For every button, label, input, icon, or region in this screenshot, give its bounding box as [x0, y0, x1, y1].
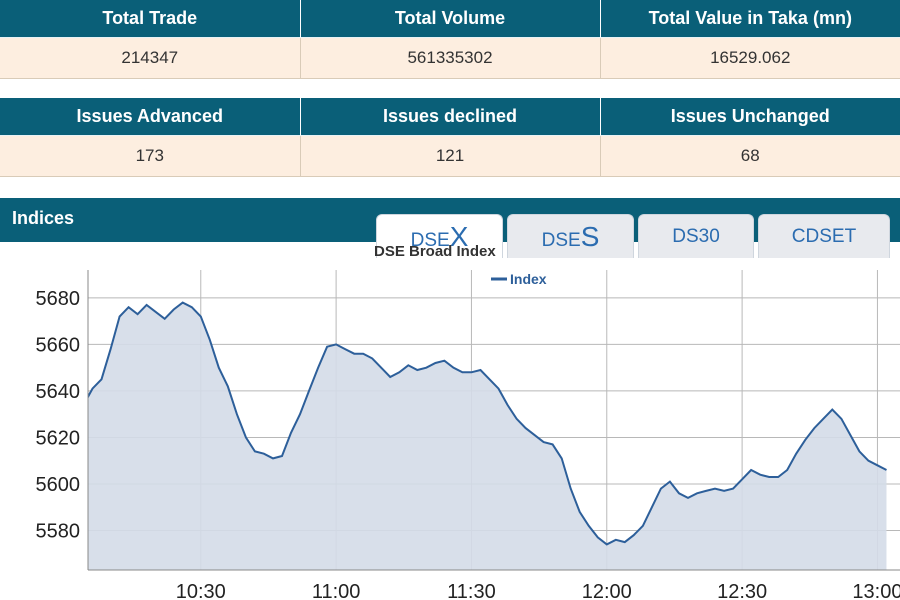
index-series-line: [88, 301, 887, 546]
tab-ds30-label: DS30: [672, 226, 720, 247]
y-tick-label: 5620: [36, 427, 81, 449]
tab-cdset-label: CDSET: [791, 226, 857, 247]
x-tick-label: 12:30: [717, 581, 767, 600]
chart-marks: [88, 301, 887, 570]
x-tick-label: 13:00: [852, 581, 900, 600]
issues-advanced-value: 173: [0, 135, 301, 177]
y-tick-label: 5580: [36, 520, 81, 542]
trade-summary-table: Total Trade Total Volume Total Value in …: [0, 0, 900, 79]
issues-declined-header: Issues declined: [300, 98, 601, 136]
tab-dsex-suffix: X: [449, 221, 469, 252]
y-tick-label: 5640: [36, 381, 81, 403]
indices-title: Indices: [12, 208, 75, 228]
index-area: [88, 302, 887, 570]
x-tick-label: 11:00: [312, 581, 361, 600]
issues-unchanged-header: Issues Unchanged: [600, 98, 900, 136]
x-tick-label: 12:00: [582, 581, 632, 600]
tab-dses-suffix: S: [580, 221, 600, 252]
legend-label: Index: [510, 271, 547, 287]
total-trade-value: 214347: [0, 37, 301, 79]
y-tick-label: 5600: [36, 474, 81, 496]
total-trade-header: Total Trade: [0, 0, 301, 38]
chart-title: DSE Broad Index: [374, 243, 496, 260]
y-tick-label: 5660: [36, 334, 81, 356]
total-volume-header: Total Volume: [300, 0, 601, 38]
x-tick-label: 11:30: [447, 581, 496, 600]
x-tick-label: 10:30: [176, 581, 226, 600]
tab-dses[interactable]: DSES: [507, 214, 634, 258]
issues-unchanged-value: 68: [600, 135, 900, 177]
chart-axes: 5580 5600 5620 5640 5660 5680 10:30 11:00 11:30 1…: [36, 270, 900, 600]
y-tick-label: 5680: [36, 288, 81, 310]
tab-dses-prefix: DSE: [541, 230, 581, 251]
tab-dsex-prefix: DSE: [410, 230, 450, 251]
dse-broad-index-chart: 5580 5600 5620 5640 5660 5680 10:30 11:00 11:30 1…: [36, 243, 900, 600]
issues-summary-table: Issues Advanced Issues declined Issues U…: [0, 98, 900, 177]
tab-dsex[interactable]: DSEX: [376, 214, 503, 258]
total-value-value: 16529.062: [600, 37, 900, 79]
issues-declined-value: 121: [300, 135, 601, 177]
issues-advanced-header: Issues Advanced: [0, 98, 301, 136]
tab-cdset[interactable]: CDSET: [758, 214, 890, 258]
total-value-header: Total Value in Taka (mn): [600, 0, 900, 38]
total-volume-value: 561335302: [300, 37, 601, 79]
tab-ds30[interactable]: DS30: [638, 214, 754, 258]
